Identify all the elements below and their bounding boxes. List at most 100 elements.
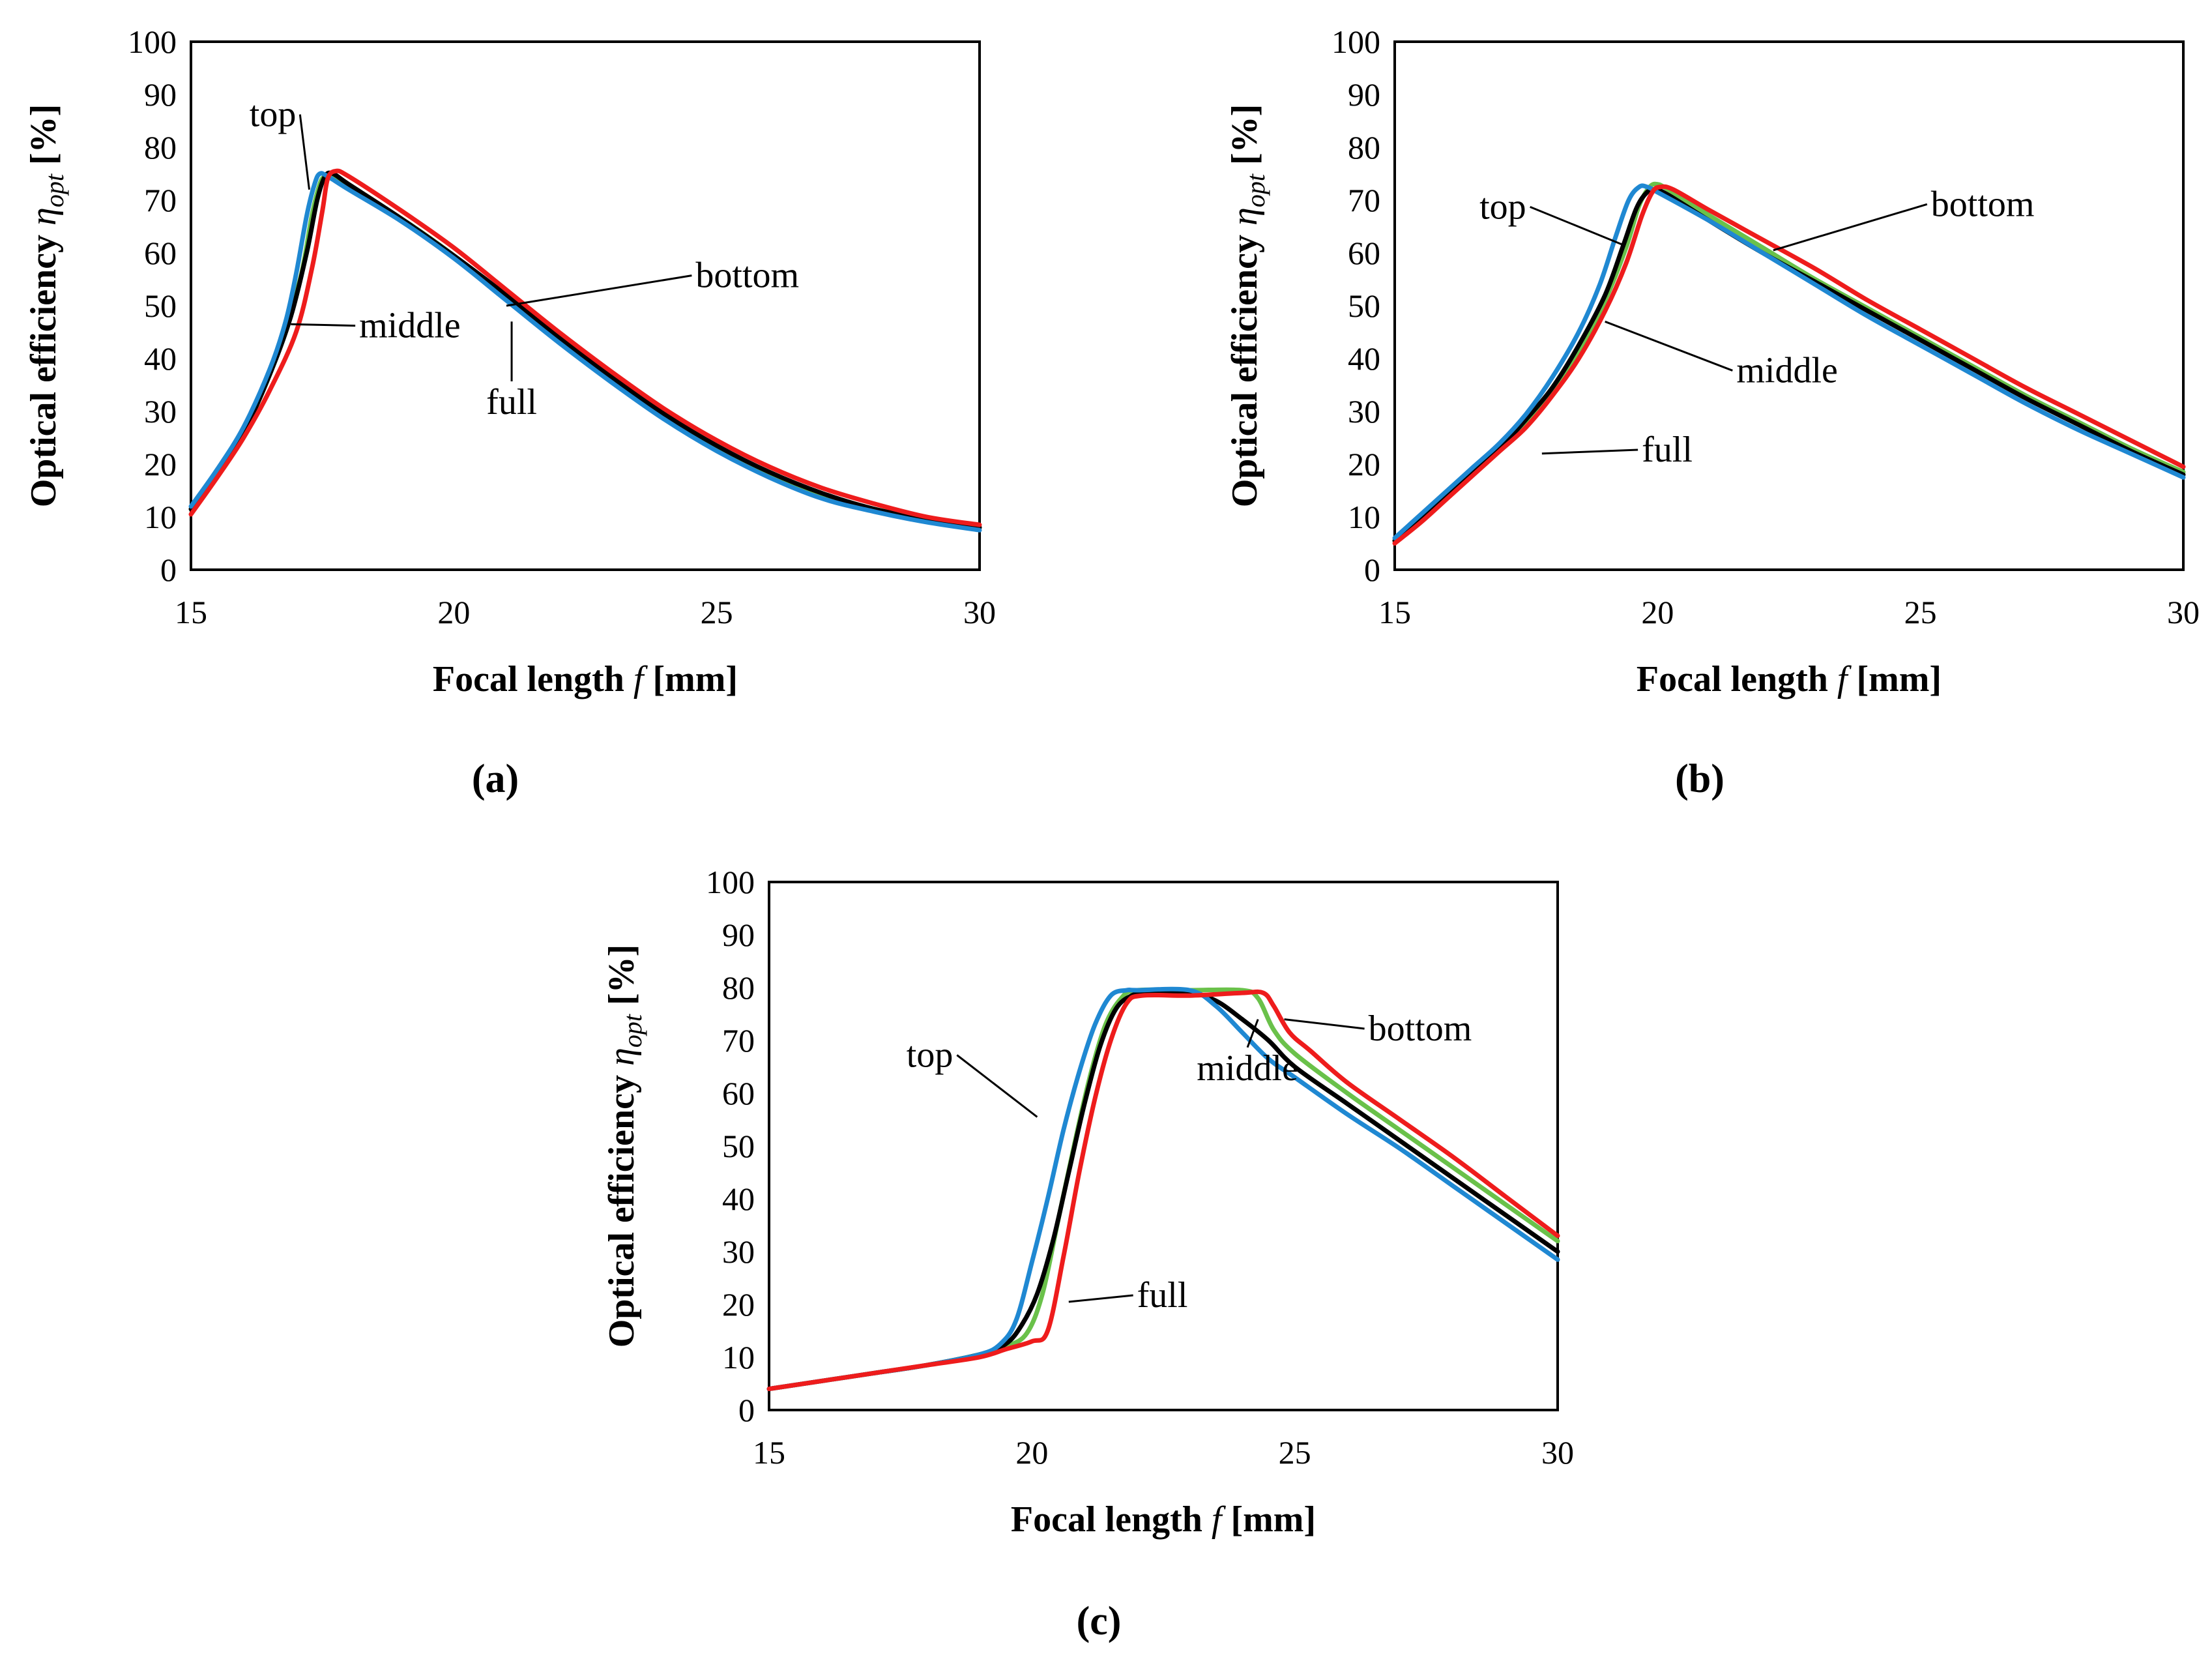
y-axis-title: Optical efficiency ηopt [%] xyxy=(602,945,647,1348)
y-tick-label: 100 xyxy=(706,864,755,900)
y-tick-label: 30 xyxy=(144,393,177,430)
y-tick-label: 80 xyxy=(1348,129,1380,166)
y-tick-label: 80 xyxy=(144,129,177,166)
y-axis-subscript: opt xyxy=(618,1014,647,1048)
x-axis-unit: [mm] xyxy=(643,659,738,699)
y-tick-label: 40 xyxy=(722,1181,755,1217)
annotation-leader-top xyxy=(1530,205,1624,246)
x-tick-label: 30 xyxy=(1541,1434,1574,1471)
annotation-label-top: top xyxy=(1479,186,1526,227)
y-axis-title: Optical efficiency ηopt [%] xyxy=(23,104,69,508)
series-line-top xyxy=(188,171,982,533)
y-tick-label: 30 xyxy=(1348,393,1380,430)
x-tick-label: 20 xyxy=(1641,594,1674,630)
y-tick-label: 50 xyxy=(144,287,177,324)
y-axis-unit: [%] xyxy=(602,945,642,1014)
x-axis-title: Focal length f [mm] xyxy=(1011,1499,1316,1540)
y-axis-title-text: Optical efficiency xyxy=(23,226,64,507)
y-tick-label: 0 xyxy=(160,551,177,588)
x-tick-label: 15 xyxy=(175,594,207,630)
y-tick-label: 0 xyxy=(1364,551,1380,588)
plot-area-frame xyxy=(768,881,1559,1411)
y-tick-label: 70 xyxy=(144,182,177,218)
x-axis-title: Focal length f [mm] xyxy=(1637,659,1942,699)
series-line-top xyxy=(766,986,1560,1392)
annotation-label-full: full xyxy=(486,382,537,422)
x-tick-label: 25 xyxy=(701,594,733,630)
y-axis-title: Optical efficiency ηopt [%] xyxy=(1225,104,1270,508)
y-tick-label: 70 xyxy=(722,1022,755,1059)
y-axis-subscript: opt xyxy=(40,173,69,207)
y-tick-label: 40 xyxy=(144,340,177,377)
y-tick-label: 30 xyxy=(722,1233,755,1270)
y-tick-label: 60 xyxy=(1348,235,1380,271)
y-tick-label: 20 xyxy=(1348,446,1380,482)
y-tick-label: 90 xyxy=(1348,76,1380,113)
annotation-label-middle: middle xyxy=(1197,1048,1298,1089)
y-tick-label: 20 xyxy=(722,1286,755,1323)
x-axis-unit: [mm] xyxy=(1221,1499,1316,1540)
y-tick-label: 10 xyxy=(1348,499,1380,535)
annotation-label-full: full xyxy=(1642,430,1693,470)
chart-panel-a: 0 10 20 30 40 50 60 70 80 90 100 15 20 25 30 Focal leng… xyxy=(23,23,996,801)
y-axis-unit: [%] xyxy=(23,104,64,174)
x-tick-label: 20 xyxy=(1015,1434,1048,1471)
y-tick-label: 100 xyxy=(1332,23,1380,60)
y-tick-label: 40 xyxy=(1348,340,1380,377)
y-tick-label: 90 xyxy=(722,917,755,953)
annotation-leader-middle xyxy=(1605,320,1733,372)
annotation-label-bottom: bottom xyxy=(1369,1008,1472,1049)
annotation-leader-full xyxy=(1541,448,1638,455)
annotation-label-middle: middle xyxy=(359,306,461,346)
series-line-full xyxy=(766,990,1560,1392)
panel-label: (a) xyxy=(472,757,519,801)
annotation-label-middle: middle xyxy=(1736,350,1838,390)
y-tick-label: 90 xyxy=(144,76,177,113)
y-tick-label: 10 xyxy=(722,1339,755,1375)
x-axis-title-text: Focal length xyxy=(1011,1499,1212,1540)
annotation-leader-top xyxy=(298,114,310,190)
y-axis-variable: η xyxy=(602,1048,642,1066)
x-tick-label: 15 xyxy=(753,1434,785,1471)
x-tick-label: 20 xyxy=(437,594,470,630)
annotation-label-bottom: bottom xyxy=(1931,184,2035,224)
y-axis-title-text: Optical efficiency xyxy=(1225,226,1265,507)
x-tick-label: 30 xyxy=(963,594,996,630)
annotation-leader-middle xyxy=(291,323,356,327)
series-line-middle xyxy=(766,987,1560,1392)
x-axis-title-text: Focal length xyxy=(1637,659,1837,699)
y-axis-subscript: opt xyxy=(1241,173,1270,207)
chart-panel-c: 0 10 20 30 40 50 60 70 80 90 100 15 20 25 30 Focal leng… xyxy=(602,864,1574,1643)
annotation-label-top: top xyxy=(907,1035,953,1076)
annotation-leader-bottom xyxy=(1773,203,1928,252)
panel-label: (b) xyxy=(1675,757,1724,801)
annotation-leader-middle xyxy=(1246,1019,1259,1048)
x-tick-label: 25 xyxy=(1279,1434,1311,1471)
x-axis-title-text: Focal length xyxy=(433,659,633,699)
y-axis-title-text: Optical efficiency xyxy=(602,1066,642,1347)
series-line-top xyxy=(1392,183,2186,540)
annotation-label-bottom: bottom xyxy=(695,256,799,296)
y-tick-label: 20 xyxy=(144,446,177,482)
annotation-leader-top xyxy=(956,1054,1038,1118)
y-tick-label: 0 xyxy=(738,1392,755,1428)
y-tick-label: 50 xyxy=(722,1128,755,1164)
x-axis-title: Focal length f [mm] xyxy=(433,659,738,699)
x-axis-unit: [mm] xyxy=(1847,659,1942,699)
annotation-label-top: top xyxy=(250,95,297,135)
series-line-bottom xyxy=(1392,184,2186,546)
chart-panel-b: 0 10 20 30 40 50 60 70 80 90 100 15 20 25 30 Focal leng… xyxy=(1225,23,2200,801)
y-tick-label: 60 xyxy=(722,1075,755,1111)
annotation-label-full: full xyxy=(1137,1275,1188,1316)
y-tick-label: 80 xyxy=(722,969,755,1006)
y-tick-label: 60 xyxy=(144,235,177,271)
y-tick-label: 100 xyxy=(128,23,177,60)
plot-area-frame xyxy=(1393,40,2185,571)
series-line-bottom xyxy=(766,989,1560,1392)
y-tick-label: 70 xyxy=(1348,182,1380,218)
y-axis-unit: [%] xyxy=(1225,104,1265,174)
annotation-leader-full xyxy=(1068,1294,1133,1303)
y-tick-label: 50 xyxy=(1348,287,1380,324)
y-tick-label: 10 xyxy=(144,499,177,535)
